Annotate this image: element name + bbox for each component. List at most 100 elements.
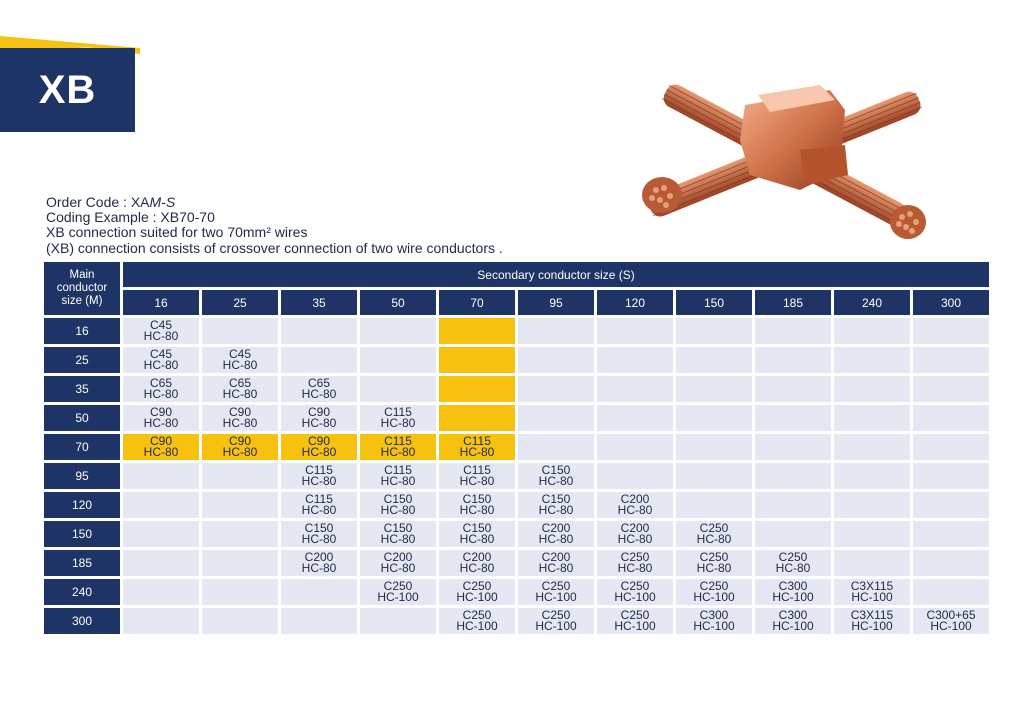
die-code: HC-80: [301, 474, 337, 488]
table-cell: C200 HC-80: [518, 550, 594, 576]
connector-code: C200: [541, 520, 571, 535]
table-cell: [834, 550, 910, 576]
table-cell: [676, 318, 752, 344]
die-code: HC-100: [535, 619, 577, 633]
table-cell: C90 HC-80: [202, 405, 278, 431]
die-code: HC-80: [301, 503, 337, 517]
table-cell: [518, 434, 594, 460]
table-cell: [597, 318, 673, 344]
table-cell: [755, 521, 831, 547]
table-cell: [202, 579, 278, 605]
table-cell: [360, 318, 436, 344]
row-header: 300: [44, 608, 120, 634]
die-code: HC-80: [301, 387, 337, 401]
connector-code: C300: [699, 607, 729, 622]
table-cell: C90 HC-80: [202, 434, 278, 460]
table-cell: C115 HC-80: [360, 463, 436, 489]
die-code: HC-80: [143, 329, 179, 343]
die-code: HC-80: [459, 445, 495, 459]
die-code: HC-80: [617, 532, 653, 546]
table-cell: [123, 463, 199, 489]
order-info: Order Code : XAM-S Coding Example : XB70…: [46, 194, 503, 256]
die-code: HC-100: [693, 590, 735, 604]
table-cell: [913, 521, 989, 547]
die-code: HC-80: [380, 416, 416, 430]
column-header: 70: [439, 290, 515, 315]
table-cell: C250 HC-80: [676, 550, 752, 576]
table-cell: C200 HC-80: [439, 550, 515, 576]
connector-code: C150: [383, 491, 413, 506]
table-row: 120 C115 HC-80 C150 HC-80 C150 HC-80 C150 HC-80 C…: [44, 492, 989, 518]
connector-code: C65: [307, 375, 330, 390]
connector-code: C150: [541, 491, 571, 506]
connector-code: C115: [463, 433, 491, 448]
table-cell: [834, 521, 910, 547]
die-code: HC-80: [459, 503, 495, 517]
table-cell: C65 HC-80: [281, 376, 357, 402]
connector-code: C200: [304, 549, 334, 564]
table-cell: [202, 492, 278, 518]
table-cell: [913, 492, 989, 518]
table-cell: C250 HC-80: [755, 550, 831, 576]
table-cell: C250 HC-80: [676, 521, 752, 547]
table-cell: [281, 318, 357, 344]
die-code: HC-80: [380, 561, 416, 575]
connector-code: C65: [149, 375, 172, 390]
table-cell: [360, 376, 436, 402]
table-cell: [123, 579, 199, 605]
table-cell: C3X115 HC-100: [834, 579, 910, 605]
table-cell: [755, 318, 831, 344]
row-header: 35: [44, 376, 120, 402]
table-cell: [755, 463, 831, 489]
connector-code: C115: [305, 491, 333, 506]
die-code: HC-80: [538, 561, 574, 575]
table-cell: [518, 376, 594, 402]
connector-code: C45: [149, 317, 172, 332]
table-cell: [439, 347, 515, 373]
connector-code: C250: [620, 607, 650, 622]
connector-code: C250: [541, 578, 571, 593]
table-cell: C250 HC-100: [597, 608, 673, 634]
connector-code: C90: [307, 433, 330, 448]
table-row: 35 C65 HC-80 C65 HC-80 C65 HC-80: [44, 376, 989, 402]
row-header: 50: [44, 405, 120, 431]
table-cell: C250 HC-100: [518, 579, 594, 605]
table-cell: [123, 608, 199, 634]
table-cell: [202, 608, 278, 634]
table-cell: C150 HC-80: [518, 463, 594, 489]
die-code: HC-100: [772, 590, 814, 604]
table-cell: [913, 579, 989, 605]
table-cell: [834, 318, 910, 344]
die-code: HC-80: [617, 503, 653, 517]
table-row: 95 C115 HC-80 C115 HC-80 C115 HC-80 C150 HC-80: [44, 463, 989, 489]
table-cell: [281, 608, 357, 634]
description-line: XB connection suited for two 70mm² wires: [46, 224, 308, 241]
die-code: HC-80: [301, 532, 337, 546]
table-cell: [123, 521, 199, 547]
die-code: HC-100: [456, 590, 498, 604]
table-cell: [676, 434, 752, 460]
die-code: HC-80: [775, 561, 811, 575]
connector-code: C115: [384, 462, 412, 477]
connector-code: C90: [228, 433, 251, 448]
die-code: HC-100: [614, 590, 656, 604]
table-row: 240 C250 HC-100 C250 HC-100 C250 HC-100 C250 HC-…: [44, 579, 989, 605]
die-code: HC-80: [380, 445, 416, 459]
table-cell: [439, 405, 515, 431]
table-cell: C250 HC-100: [439, 608, 515, 634]
table-cell: C90 HC-80: [123, 405, 199, 431]
table-cell: C150 HC-80: [518, 492, 594, 518]
connector-code: C300: [778, 578, 808, 593]
table-cell: [834, 376, 910, 402]
table-cell: C90 HC-80: [281, 405, 357, 431]
coding-example: Coding Example : XB70-70: [46, 209, 215, 226]
column-header: 95: [518, 290, 594, 315]
table-row: 185 C200 HC-80 C200 HC-80 C200 HC-80 C200 HC-80 C…: [44, 550, 989, 576]
die-code: HC-80: [696, 532, 732, 546]
table-cell: C115 HC-80: [281, 463, 357, 489]
table-cell: C250 HC-100: [518, 608, 594, 634]
connection-description: (XB) connection consists of crossover co…: [46, 239, 503, 256]
die-code: HC-100: [456, 619, 498, 633]
table-cell: [834, 463, 910, 489]
table-row: 25 C45 HC-80 C45 HC-80: [44, 347, 989, 373]
